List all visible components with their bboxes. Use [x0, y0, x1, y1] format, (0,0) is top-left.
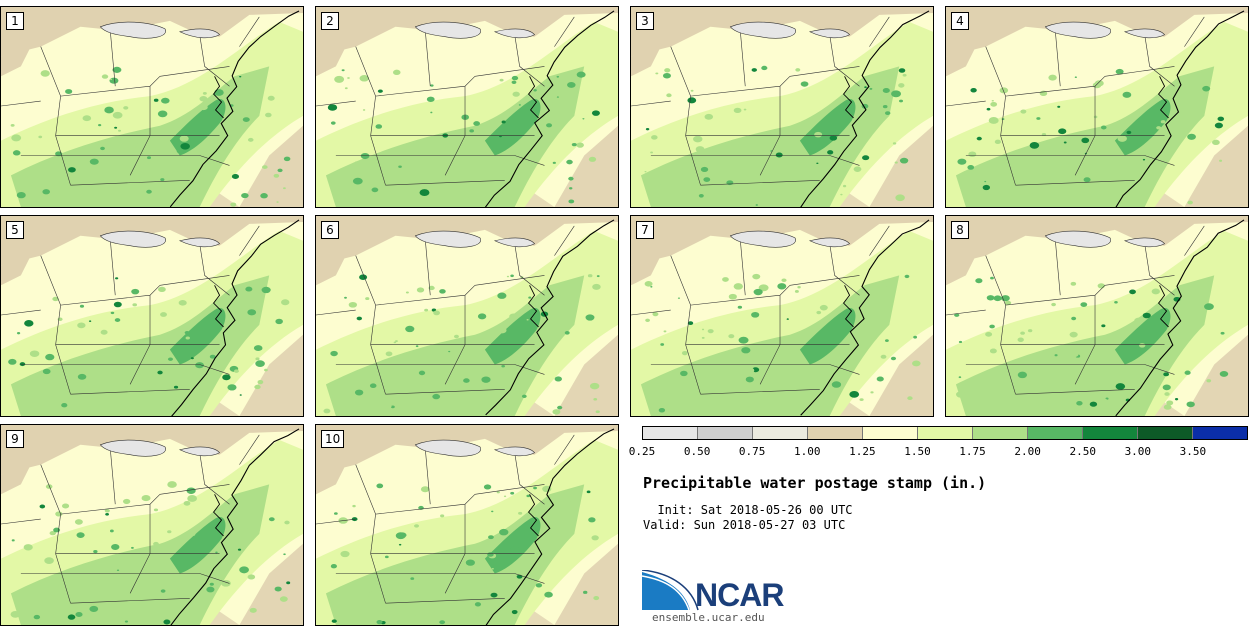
ncar-logo-icon	[642, 570, 699, 611]
colorbar-swatch	[643, 427, 698, 439]
colorbar-swatch	[918, 427, 973, 439]
chart-title: Precipitable water postage stamp (in.)	[643, 474, 987, 492]
colorbar-swatch	[1193, 427, 1247, 439]
ensemble-member-panel: 6	[315, 215, 619, 417]
colorbar-swatch	[863, 427, 918, 439]
colorbar-tick-label: 2.00	[1014, 445, 1041, 458]
ensemble-member-panel: 7	[630, 215, 934, 417]
colorbar-tick-label: 2.50	[1069, 445, 1096, 458]
panel-number-label: 7	[636, 221, 654, 239]
colorbar-ticks: 0.25 0.50 0.75 1.00 1.25 1.50 1.75 2.00 2.50 3.00…	[629, 445, 1248, 459]
colorbar-tick-label: 1.00	[794, 445, 821, 458]
colorbar-tick-label: 1.50	[904, 445, 931, 458]
colorbar-swatch	[808, 427, 863, 439]
colorbar-tick-label: 1.25	[849, 445, 876, 458]
panel-number-label: 2	[321, 12, 339, 30]
ensemble-member-panel: 9	[0, 424, 304, 626]
colorbar-swatch	[973, 427, 1028, 439]
precipitable-water-map	[316, 425, 618, 625]
colorbar-tick-label: 1.75	[959, 445, 986, 458]
ensemble-member-panel: 3	[630, 6, 934, 208]
ensemble-member-panel: 8	[945, 215, 1249, 417]
precipitable-water-map	[946, 7, 1248, 207]
panel-number-label: 3	[636, 12, 654, 30]
colorbar-tick-label: 3.00	[1124, 445, 1152, 458]
precipitable-water-map	[1, 425, 303, 625]
colorbar-swatch	[753, 427, 808, 439]
ensemble-member-panel: 2	[315, 6, 619, 208]
ensemble-member-panel: 4	[945, 6, 1249, 208]
panel-number-label: 1	[6, 12, 24, 30]
colorbar-tick-label: 0.25	[628, 445, 656, 458]
ensemble-member-panel: 10	[315, 424, 619, 626]
valid-time: Valid: Sun 2018-05-27 03 UTC	[643, 518, 846, 532]
panel-number-label: 5	[6, 221, 24, 239]
panel-number-label: 8	[951, 221, 969, 239]
ensemble-member-panel: 5	[0, 215, 304, 417]
colorbar-tick-label: 0.75	[738, 445, 766, 458]
precipitable-water-map	[1, 216, 303, 416]
ncar-logo-text: NCAR	[695, 577, 784, 613]
colorbar-tick-label: 3.50	[1179, 445, 1207, 458]
init-time: Init: Sat 2018-05-26 00 UTC	[643, 503, 853, 517]
ensemble-member-panel: 1	[0, 6, 304, 208]
panel-number-label: 9	[6, 430, 24, 448]
colorbar-swatch	[1028, 427, 1083, 439]
colorbar-tick-label: 0.50	[683, 445, 711, 458]
precipitable-water-map	[1, 7, 303, 207]
panel-number-label: 10	[321, 430, 345, 448]
precipitable-water-map	[316, 7, 618, 207]
precipitable-water-map	[631, 7, 933, 207]
panel-number-label: 4	[951, 12, 969, 30]
colorbar-swatch	[1083, 427, 1138, 439]
panel-number-label: 6	[321, 221, 339, 239]
colorbar-swatch	[1138, 427, 1193, 439]
precipitable-water-map	[946, 216, 1248, 416]
colorbar-swatch	[698, 427, 753, 439]
website-url: ensemble.ucar.edu	[652, 611, 765, 624]
precipitable-water-map	[631, 216, 933, 416]
colorbar	[642, 426, 1248, 440]
precipitable-water-map	[316, 216, 618, 416]
